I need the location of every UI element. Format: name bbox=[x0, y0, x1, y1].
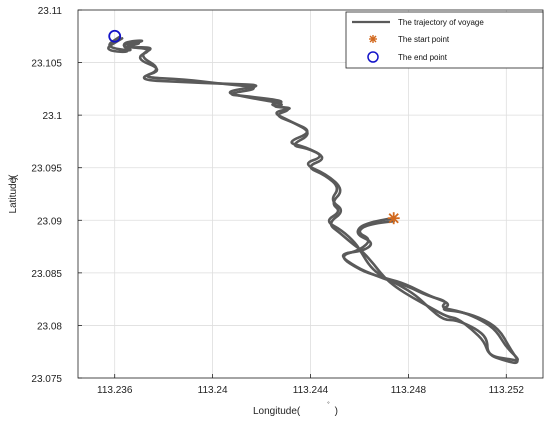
x-axis-label-close: ) bbox=[335, 406, 338, 417]
data-layer bbox=[107, 29, 519, 365]
y-tick-label: 23.09 bbox=[37, 216, 62, 227]
x-axis-degree-symbol: ° bbox=[327, 402, 330, 408]
start-point-stroke bbox=[388, 213, 399, 224]
y-tick-label: 23.095 bbox=[31, 164, 62, 175]
y-tick-label: 23.085 bbox=[31, 269, 62, 280]
y-axis-label: Latitude( °) bbox=[0, 174, 19, 214]
legend-start-swatch bbox=[369, 35, 377, 43]
x-tick-label: 113.244 bbox=[293, 385, 329, 396]
legend: The trajectory of voyage The start point… bbox=[345, 11, 544, 69]
legend-trajectory-label: The trajectory of voyage bbox=[398, 18, 484, 27]
x-axis-label-text: Longitude( bbox=[253, 406, 301, 417]
y-tick-label: 23.11 bbox=[38, 6, 63, 17]
y-tick-label: 23.105 bbox=[31, 59, 62, 70]
x-tick-label: 113.248 bbox=[391, 385, 427, 396]
y-tick-label: 23.08 bbox=[37, 321, 62, 332]
trajectory-line-return bbox=[108, 35, 519, 365]
x-tick-label: 113.236 bbox=[97, 385, 133, 396]
y-axis-degree-symbol: ° bbox=[0, 180, 2, 183]
start-point-marker bbox=[387, 212, 400, 225]
y-tick-label: 23.075 bbox=[31, 374, 62, 385]
end-point-marker bbox=[108, 29, 122, 43]
x-axis-label: Longitude( °) bbox=[253, 402, 338, 417]
legend-start-label: The start point bbox=[398, 35, 450, 44]
y-axis-label-close: ) bbox=[8, 177, 19, 180]
x-tick-label: 113.252 bbox=[489, 385, 525, 396]
x-tick-label: 113.24 bbox=[198, 385, 228, 396]
legend-end-swatch bbox=[367, 51, 379, 63]
plot-frame bbox=[77, 9, 544, 379]
y-axis-label-text: Latitude( bbox=[8, 174, 19, 214]
y-tick-label: 23.1 bbox=[43, 111, 63, 122]
legend-end-label: The end point bbox=[398, 53, 448, 62]
